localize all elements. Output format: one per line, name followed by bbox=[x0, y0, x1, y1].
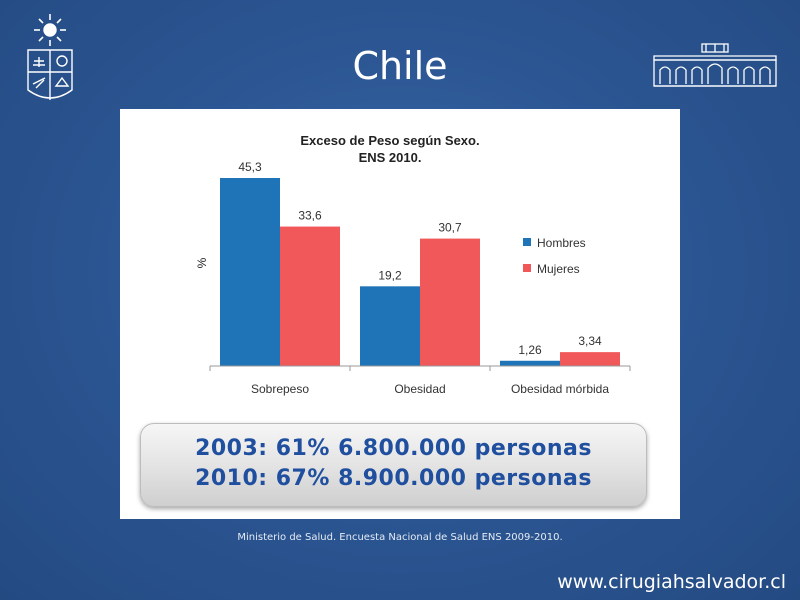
data-label: 1,26 bbox=[518, 343, 542, 357]
chart-panel: Exceso de Peso según Sexo. ENS 2010. % 4… bbox=[120, 109, 680, 519]
website-url: www.cirugiahsalvador.cl bbox=[557, 571, 786, 593]
bar-mujeres-1 bbox=[280, 226, 340, 366]
bar-chart: Exceso de Peso según Sexo. ENS 2010. % 4… bbox=[195, 133, 631, 396]
bar-hombres-1 bbox=[220, 178, 280, 366]
data-label: 19,2 bbox=[378, 268, 402, 282]
bar-hombres-2 bbox=[360, 286, 420, 366]
x-tick-label: Obesidad bbox=[394, 382, 445, 396]
data-label: 30,7 bbox=[438, 221, 462, 235]
chart-subtitle: ENS 2010. bbox=[359, 150, 422, 165]
data-label: 3,34 bbox=[578, 334, 602, 348]
callout-line-2010: 2010: 67% 8.900.000 personas bbox=[195, 466, 592, 491]
data-label: 45,3 bbox=[238, 160, 262, 174]
building-logo bbox=[653, 43, 777, 87]
bar-mujeres-2 bbox=[420, 238, 480, 366]
source-citation: Ministerio de Salud. Encuesta Nacional d… bbox=[237, 532, 563, 543]
legend-label-hombres: Hombres bbox=[537, 236, 586, 250]
legend-label-mujeres: Mujeres bbox=[537, 262, 580, 276]
legend-swatch-hombres bbox=[523, 238, 531, 246]
chart-title: Exceso de Peso según Sexo. bbox=[300, 133, 479, 148]
callout-line-2003: 2003: 61% 6.800.000 personas bbox=[195, 436, 592, 461]
x-tick-label: Sobrepeso bbox=[251, 382, 309, 396]
x-tick-label: Obesidad mórbida bbox=[511, 382, 609, 396]
y-axis-label: % bbox=[195, 257, 209, 268]
bar-hombres-3 bbox=[500, 360, 560, 366]
university-crest-logo bbox=[27, 14, 73, 100]
bar-mujeres-3 bbox=[560, 352, 620, 366]
legend-swatch-mujeres bbox=[523, 264, 531, 272]
summary-callout: 2003: 61% 6.800.000 personas 2010: 67% 8… bbox=[140, 423, 647, 507]
slide-title: Chile bbox=[352, 44, 448, 88]
data-label: 33,6 bbox=[298, 209, 322, 223]
